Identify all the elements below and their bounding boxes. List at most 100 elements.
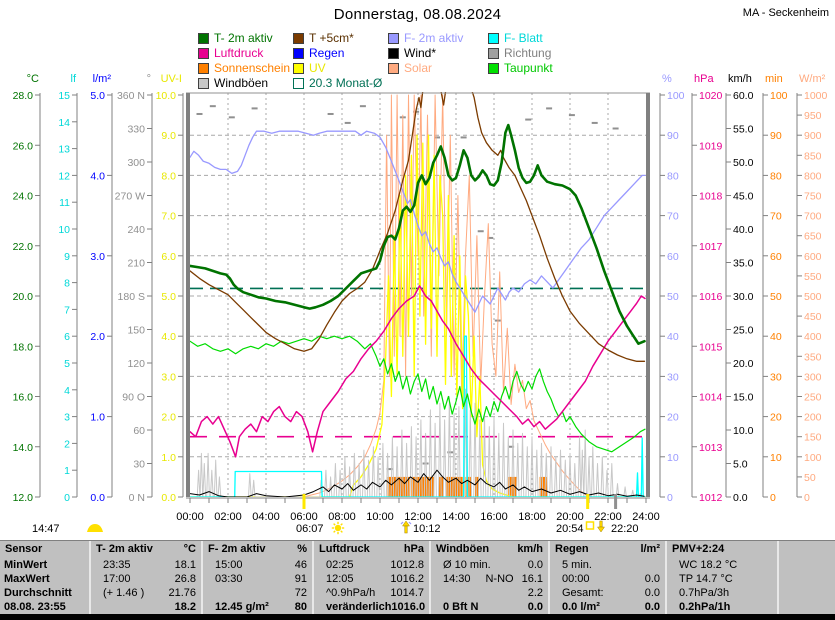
- table-row: Durchschnitt: [0, 586, 89, 600]
- sun-icon: [333, 530, 336, 533]
- legend-label: T +5cm*: [309, 31, 354, 45]
- table-row: Ø 10 min. 0.0: [431, 558, 548, 572]
- legend-label: Regen: [309, 46, 345, 60]
- axis-tick-label: 100: [770, 90, 788, 102]
- axis-tick-label: 0.0: [161, 492, 176, 504]
- series-taupunkt: [190, 335, 646, 453]
- axis-tick-label: 300: [804, 371, 822, 383]
- axis-tick-label: 1015: [699, 341, 723, 353]
- axis-tick-label: 1.0: [90, 412, 105, 424]
- table-row: 23:35 18.1: [91, 558, 201, 572]
- axis-tick-label: 600: [804, 251, 822, 263]
- axis-tick-label: 13: [58, 144, 70, 156]
- axis-tick-label: 80: [667, 170, 679, 182]
- legend-label: Luftdruck: [214, 46, 264, 60]
- legend-item-solar: Solar: [388, 61, 432, 75]
- marker-time-label: 06:07: [296, 523, 324, 535]
- legend-item-luftdruck: Luftdruck: [198, 46, 263, 60]
- moonrise-arrow-icon: [408, 521, 412, 525]
- axis-tick-label: 7: [64, 304, 70, 316]
- axis-tick-label: 20: [667, 412, 679, 424]
- axis-tick-label: 150: [127, 325, 145, 337]
- axis-C: °C 28.0 26.0 24.0 22.0 20.0 18.0 16.0 14.0 12.0: [13, 73, 41, 504]
- axis-tick-label: 270 W: [115, 191, 145, 203]
- time-label: 16:00: [480, 511, 508, 523]
- axis-tick-label: 800: [804, 170, 822, 182]
- axis-tick-label: 5: [64, 358, 70, 370]
- column-title: Luftdruck: [319, 543, 370, 555]
- axis-Wm: W/m²100095090085080075070065060055050045…: [796, 73, 828, 504]
- axis-tick-label: 3.0: [90, 251, 105, 263]
- cell-mid: N-NO: [485, 573, 514, 585]
- axis-tick-label: 50: [770, 291, 782, 303]
- column-unit: °C: [183, 543, 196, 555]
- table-row: ^0.9hPa/h 1014.7: [314, 586, 429, 600]
- axis-unit-label: hPa: [694, 73, 714, 85]
- axis-tick-label: 9: [64, 251, 70, 263]
- cell-value: 46: [294, 559, 307, 571]
- axis-tick-label: 70: [667, 211, 679, 223]
- axis-tick-label: 60: [133, 425, 145, 437]
- sun-icon: [334, 524, 342, 532]
- legend-label: Wind*: [404, 46, 437, 60]
- axis-kmh: km/h 60.0 55.0 50.0 45.0 40.0 35.0 30.0 25.0 20.0…: [725, 73, 754, 504]
- axis-unit-label: UV-I: [161, 73, 182, 85]
- axis-tick-label: 90: [667, 130, 679, 142]
- moon-dome-icon: [87, 524, 103, 532]
- cell-value: 0.0: [527, 559, 543, 571]
- legend-item-uv: UV: [293, 61, 326, 75]
- table-row: Gesamt: 0.0: [550, 586, 665, 600]
- table-column-header: Luftdruck hPa: [314, 541, 429, 558]
- axis-tick-label: 16.0: [13, 392, 34, 404]
- legend-label: Richtung: [504, 46, 552, 60]
- axis-tick-label: 0.0: [90, 492, 105, 504]
- legend-swatch-icon: [388, 32, 399, 44]
- table-column-header: F- 2m aktiv%: [203, 541, 312, 558]
- cell-label: veränderlich: [326, 601, 392, 613]
- axis-tick-label: 50: [667, 291, 679, 303]
- legend-item-wind-: Wind*: [388, 46, 436, 60]
- table-row: (+ 1.46 ) 21.76: [91, 586, 201, 600]
- axis-tick-label: 200: [804, 412, 822, 424]
- legend-swatch-icon: [388, 47, 399, 59]
- time-label: 14:00: [442, 511, 470, 523]
- marker-time-label: 20:54: [556, 523, 584, 535]
- axis-unit-label: °: [147, 73, 151, 85]
- chart-legend: T- 2m aktiv Luftdruck Sonnenschein Windböen…: [0, 0, 835, 92]
- cell-value: 0.0: [644, 573, 660, 585]
- axis-tick-label: 18.0: [13, 341, 34, 353]
- moonset-arrow-icon: [597, 526, 605, 533]
- cell-value: 2.2: [527, 587, 543, 599]
- axis-tick-label: 150: [804, 432, 822, 444]
- time-label: 12:00: [404, 511, 432, 523]
- axis-tick-label: 60: [667, 251, 679, 263]
- axis-tick-label: 550: [804, 271, 822, 283]
- table-column-header: Windböen km/h: [431, 541, 548, 558]
- cell-label: MinWert: [4, 559, 48, 571]
- table-row: [779, 586, 821, 600]
- axis-tick-label: 250: [804, 392, 822, 404]
- table-row: [779, 572, 821, 586]
- legend-item-taupunkt: Taupunkt: [488, 61, 553, 75]
- legend-swatch-icon: [198, 77, 209, 89]
- cell-label: 0.7hPa/3h: [679, 587, 730, 599]
- axis-tick-label: 10.0: [733, 425, 754, 437]
- cell-label: (+ 1.46 ): [103, 587, 145, 599]
- axis-tick-label: 4.0: [90, 170, 105, 182]
- time-label: 04:00: [252, 511, 280, 523]
- axis-tick-label: 1020: [699, 90, 723, 102]
- sonnenschein-bar: [508, 476, 517, 497]
- legend-item-f-2m-aktiv: F- 2m aktiv: [388, 31, 463, 45]
- axis-unit-label: km/h: [728, 73, 752, 85]
- axis-tick-label: 60: [770, 251, 782, 263]
- legend-swatch-icon: [488, 32, 499, 44]
- legend-swatch-icon: [388, 62, 399, 74]
- window-bottom-edge: [0, 614, 835, 620]
- column-title: F- 2m aktiv: [208, 543, 266, 555]
- time-label: 08:00: [328, 511, 356, 523]
- axis-tick-label: 10: [770, 452, 782, 464]
- axis-tick-label: 15.0: [733, 392, 754, 404]
- axis-tick-label: 70: [770, 211, 782, 223]
- legend-item-20-3-monat-: 20.3 Monat-Ø: [293, 76, 382, 90]
- table-row: 0.0 l/m² 0.0: [550, 600, 665, 614]
